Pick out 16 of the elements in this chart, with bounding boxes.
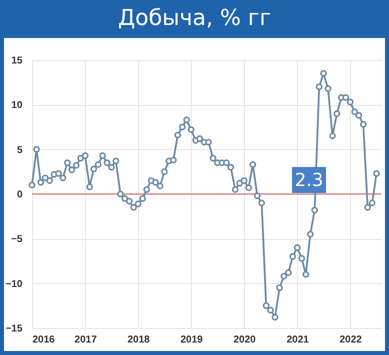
x-tick-label: 2016 bbox=[32, 334, 56, 346]
y-tick-label: −15 bbox=[6, 324, 23, 334]
y-tick-label: 10 bbox=[11, 100, 23, 112]
x-tick-label: 2021 bbox=[286, 334, 310, 346]
annotation: 2.3 bbox=[294, 170, 324, 191]
x-tick-label: 2018 bbox=[128, 334, 150, 346]
y-tick-label: 5 bbox=[16, 144, 23, 156]
y-tick-label: −5 bbox=[11, 234, 23, 246]
x-tick-label: 2019 bbox=[180, 334, 204, 346]
y-tick-label: 15 bbox=[11, 56, 23, 66]
y-tick-label: −10 bbox=[6, 278, 23, 290]
x-tick-label: 2020 bbox=[233, 334, 256, 346]
y-tick-label: 0 bbox=[16, 190, 23, 200]
x-tick-label: 2017 bbox=[74, 334, 98, 346]
chart-title: Добыча, % гг bbox=[116, 5, 272, 33]
x-tick-label: 2022 bbox=[340, 334, 362, 346]
